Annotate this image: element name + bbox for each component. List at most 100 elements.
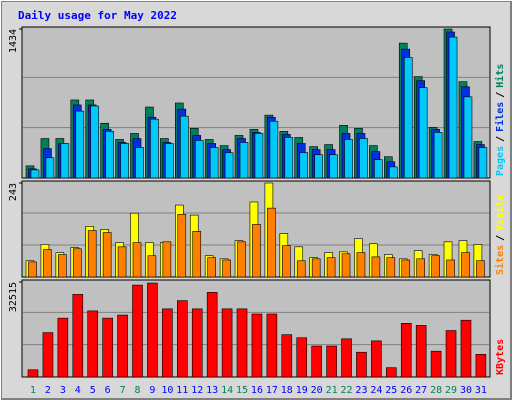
x-tick-label: 14 bbox=[221, 385, 233, 396]
x-tick-label: 17 bbox=[266, 385, 278, 396]
legend: Pages / Files / Hits bbox=[494, 64, 506, 176]
bar bbox=[433, 132, 443, 179]
bar bbox=[415, 325, 427, 378]
bar bbox=[281, 334, 293, 378]
bar bbox=[90, 105, 100, 179]
bar bbox=[359, 138, 368, 179]
bar bbox=[299, 152, 309, 179]
bar bbox=[87, 310, 99, 378]
x-tick-label: 15 bbox=[236, 385, 248, 396]
bar bbox=[418, 87, 428, 179]
bar bbox=[207, 257, 216, 278]
x-tick-label: 2 bbox=[45, 385, 51, 396]
x-tick-label: 24 bbox=[370, 385, 382, 396]
x-tick-label: 26 bbox=[400, 385, 412, 396]
x-tick-label: 20 bbox=[311, 385, 323, 396]
bar bbox=[180, 115, 189, 179]
x-tick-label: 8 bbox=[134, 385, 140, 396]
bar bbox=[72, 248, 82, 278]
x-tick-label: 30 bbox=[460, 385, 472, 396]
x-tick-label: 10 bbox=[161, 385, 173, 396]
bar bbox=[58, 254, 67, 278]
bar bbox=[460, 319, 472, 378]
x-tick-label: 12 bbox=[191, 385, 203, 396]
bar bbox=[165, 143, 174, 179]
x-tick-label: 9 bbox=[149, 385, 155, 396]
legend: Sites / Visits bbox=[494, 195, 506, 275]
bar bbox=[177, 300, 188, 378]
bar bbox=[344, 139, 353, 179]
x-tick-label: 25 bbox=[385, 385, 397, 396]
bar bbox=[463, 96, 473, 179]
bar bbox=[311, 345, 322, 378]
legend-entry: Pages bbox=[495, 146, 506, 176]
bar bbox=[75, 110, 85, 179]
x-tick-label: 7 bbox=[120, 385, 126, 396]
x-tick-label: 31 bbox=[475, 385, 487, 396]
bar bbox=[87, 230, 97, 278]
y-tick-label: 1434 bbox=[8, 29, 19, 53]
bar bbox=[102, 232, 112, 278]
bar bbox=[356, 252, 366, 278]
bar bbox=[132, 242, 142, 278]
x-tick-label: 11 bbox=[176, 385, 188, 396]
bar bbox=[194, 140, 204, 179]
x-tick-label: 13 bbox=[206, 385, 218, 396]
bar bbox=[135, 147, 144, 179]
legend-entry: Sites bbox=[494, 245, 506, 275]
x-tick-label: 16 bbox=[251, 385, 263, 396]
bar bbox=[403, 57, 413, 179]
bar bbox=[57, 317, 69, 378]
legend-separator: / bbox=[495, 136, 506, 142]
bar bbox=[266, 313, 278, 378]
bar bbox=[448, 36, 458, 179]
legend-entry: Files bbox=[494, 102, 506, 132]
bar bbox=[284, 137, 294, 179]
bar bbox=[326, 345, 337, 378]
x-tick-label: 19 bbox=[296, 385, 308, 396]
bar bbox=[236, 308, 248, 378]
bar bbox=[117, 314, 128, 378]
bar bbox=[42, 332, 54, 378]
bar bbox=[45, 157, 55, 179]
legend-entry: Hits bbox=[494, 64, 506, 88]
bar bbox=[400, 323, 412, 378]
x-tick-label: 23 bbox=[355, 385, 367, 396]
x-tick-label: 5 bbox=[90, 385, 96, 396]
bar bbox=[30, 169, 40, 179]
bar bbox=[431, 255, 440, 278]
x-tick-label: 3 bbox=[60, 385, 66, 396]
bar bbox=[326, 257, 336, 278]
bar bbox=[239, 142, 249, 179]
x-tick-label: 29 bbox=[445, 385, 457, 396]
bar bbox=[117, 246, 127, 278]
bar bbox=[267, 207, 276, 278]
bar bbox=[416, 258, 425, 278]
bar bbox=[476, 260, 485, 278]
bar bbox=[28, 261, 37, 278]
bar bbox=[389, 166, 398, 179]
bar bbox=[191, 308, 203, 378]
bar bbox=[371, 340, 382, 378]
bar bbox=[222, 259, 231, 278]
y-tick-label: 243 bbox=[8, 183, 19, 201]
bar bbox=[314, 154, 323, 179]
bar bbox=[150, 118, 159, 179]
bar bbox=[329, 154, 338, 179]
bar bbox=[478, 147, 488, 179]
bar bbox=[147, 255, 157, 278]
bar bbox=[374, 159, 383, 179]
x-tick-label: 21 bbox=[326, 385, 338, 396]
bar bbox=[446, 259, 455, 278]
bar bbox=[296, 260, 306, 278]
y-tick-label: 32515 bbox=[8, 282, 19, 312]
bar bbox=[162, 241, 172, 278]
bar bbox=[209, 147, 219, 179]
bar bbox=[401, 259, 411, 278]
bar bbox=[224, 152, 234, 179]
bar bbox=[237, 241, 246, 278]
bar bbox=[72, 294, 84, 378]
bar bbox=[282, 245, 291, 278]
x-tick-label: 1 bbox=[30, 385, 36, 396]
